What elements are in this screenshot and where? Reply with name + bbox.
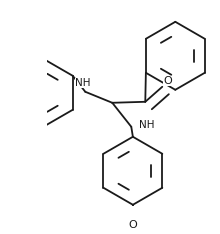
Text: O: O [163,76,172,86]
Text: O: O [128,219,137,230]
Text: NH: NH [75,78,91,88]
Text: NH: NH [139,120,155,130]
